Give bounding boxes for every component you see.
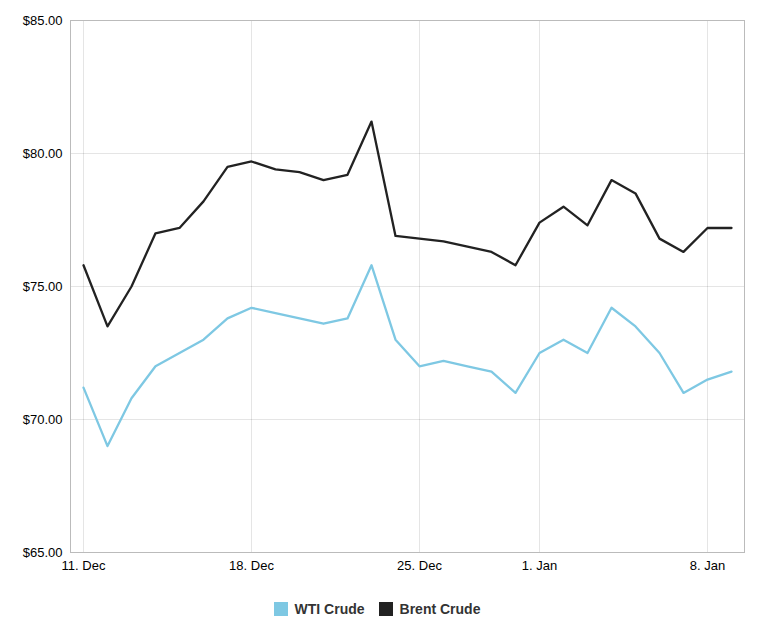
svg-text:$85.00: $85.00 (23, 13, 63, 28)
svg-text:8. Jan: 8. Jan (690, 558, 725, 573)
svg-text:1. Jan: 1. Jan (522, 558, 557, 573)
svg-text:$80.00: $80.00 (23, 146, 63, 161)
svg-text:$70.00: $70.00 (23, 412, 63, 427)
svg-text:$65.00: $65.00 (23, 545, 63, 560)
svg-text:18. Dec: 18. Dec (229, 558, 274, 573)
svg-text:$75.00: $75.00 (23, 279, 63, 294)
svg-text:25. Dec: 25. Dec (397, 558, 442, 573)
html-text:Brent Crude: Brent Crude (399, 600, 481, 617)
svg-text:11. Dec: 11. Dec (62, 558, 106, 573)
html-text:WTI Crude: WTI Crude (294, 600, 365, 617)
